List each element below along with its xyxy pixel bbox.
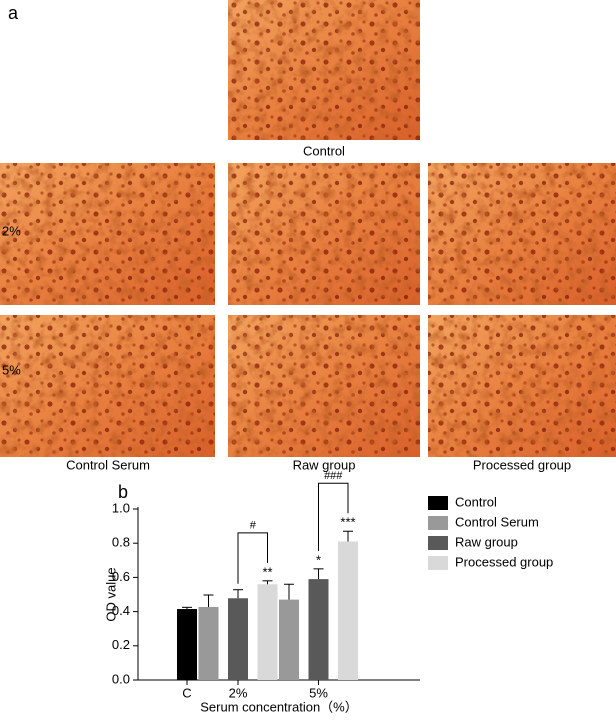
significance: *** xyxy=(340,515,355,530)
micrograph-cells xyxy=(228,0,420,140)
legend-swatch xyxy=(428,536,448,550)
micrograph xyxy=(0,315,215,457)
micrograph xyxy=(0,163,215,305)
panel-label: a xyxy=(8,3,19,23)
row-label: 5% xyxy=(2,362,21,377)
bar-chart: 0.0 0.2 0.4 0.6 0.8 1.0 OD value Serum concentr… xyxy=(103,470,553,714)
bar xyxy=(198,606,219,680)
legend-label: Control xyxy=(455,494,497,509)
significance: ** xyxy=(262,564,272,579)
column-label: Control Serum xyxy=(66,457,150,472)
bar xyxy=(338,541,358,680)
micrograph xyxy=(228,315,420,457)
micrograph-cells xyxy=(0,163,215,305)
row-label: 2% xyxy=(2,223,21,238)
y-tick-label: 0.4 xyxy=(112,603,130,618)
micrograph xyxy=(228,163,420,305)
bar xyxy=(177,609,197,680)
comparison-bracket xyxy=(318,482,349,551)
micrograph-cells xyxy=(428,163,616,305)
x-tick-label: 2% xyxy=(229,685,248,700)
bar xyxy=(279,599,299,680)
panel-label: b xyxy=(118,482,128,502)
legend-swatch xyxy=(428,556,448,570)
micrograph xyxy=(428,315,616,457)
bar xyxy=(257,584,278,680)
x-axis-label: Serum concentration（%） xyxy=(200,699,358,714)
legend-swatch xyxy=(428,516,448,530)
micrograph xyxy=(228,0,420,140)
comparison-bracket xyxy=(237,532,268,584)
legend-label: Processed group xyxy=(455,554,553,569)
bar xyxy=(308,579,329,680)
x-tick-label: C xyxy=(182,685,191,700)
legend-label: Raw group xyxy=(455,534,518,549)
micrograph-cells xyxy=(228,163,420,305)
y-tick-label: 0.2 xyxy=(112,637,130,652)
image-caption: Control xyxy=(303,143,345,158)
comparison-label: ### xyxy=(324,470,343,482)
y-axis-label: OD value xyxy=(103,567,118,621)
column-label: Raw group xyxy=(293,457,356,472)
legend-label: Control Serum xyxy=(455,514,539,529)
y-tick-label: 0.6 xyxy=(112,569,130,584)
significance: * xyxy=(316,552,321,567)
micrograph-cells xyxy=(228,315,420,457)
legend-swatch xyxy=(428,496,448,510)
micrograph-cells xyxy=(428,315,616,457)
micrograph xyxy=(428,163,616,305)
y-tick-label: 0.0 xyxy=(112,671,130,686)
x-tick-label: 5% xyxy=(309,685,328,700)
y-tick-label: 0.8 xyxy=(112,535,130,550)
column-label: Processed group xyxy=(473,457,571,472)
comparison-label: # xyxy=(250,520,257,532)
micrograph-cells xyxy=(0,315,215,457)
y-tick-label: 1.0 xyxy=(112,500,130,515)
bar xyxy=(228,598,248,680)
micrographs xyxy=(0,0,616,457)
